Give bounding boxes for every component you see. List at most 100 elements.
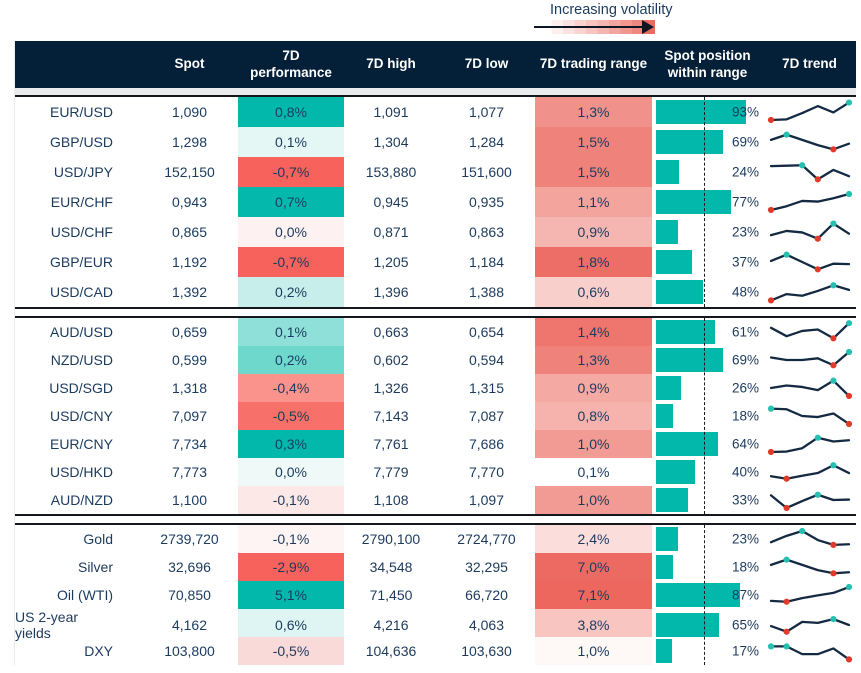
high-value: 7,143 <box>373 408 409 424</box>
performance-cell: -0,4% <box>238 374 344 402</box>
range-cell: 1,0% <box>535 486 652 514</box>
table-row[interactable]: USD/CAD 1,392 0,2% 1,396 1,388 0,6% 48% <box>15 277 856 307</box>
asset-label: AUD/USD <box>49 324 113 340</box>
asset-label: EUR/USD <box>49 104 113 120</box>
trend-high-dot <box>845 583 853 591</box>
trend-cell <box>763 458 856 486</box>
trend-cell <box>763 127 856 157</box>
trend-low-dot <box>845 420 853 428</box>
position-cell: 64% <box>652 430 763 458</box>
low-value: 1,184 <box>468 254 505 270</box>
table-row[interactable]: EUR/CHF 0,943 0,7% 0,945 0,935 1,1% 77% <box>15 187 856 217</box>
table-section-2: Gold 2739,720 -0,1% 2790,100 2724,770 2,… <box>15 525 856 665</box>
low-value: 66,720 <box>465 587 508 603</box>
position-bar <box>656 432 719 456</box>
trend-high-dot <box>830 377 837 384</box>
high-value: 153,880 <box>365 164 417 180</box>
table-row[interactable]: Oil (WTI) 70,850 5,1% 71,450 66,720 7,1%… <box>15 581 856 609</box>
position-cell: 65% <box>652 609 763 641</box>
range-cell: 1,8% <box>535 247 652 277</box>
position-label: 18% <box>731 559 759 575</box>
position-label: 33% <box>731 492 759 508</box>
range-cell: 1,0% <box>535 430 652 458</box>
trend-cell <box>763 637 856 665</box>
table-row[interactable]: AUD/USD 0,659 0,1% 0,663 0,654 1,4% 61% <box>15 318 856 346</box>
trend-cell <box>763 525 856 553</box>
spot-value: 0,943 <box>171 194 208 210</box>
arrow-right-icon <box>642 20 654 34</box>
header-asset <box>15 41 141 88</box>
header-7d-low[interactable]: 7D low <box>464 56 509 72</box>
asset-label: NZD/USD <box>50 352 113 368</box>
position-cell: 23% <box>652 525 763 553</box>
trend-sparkline <box>769 616 851 635</box>
header-7d-performance[interactable]: 7D performance <box>250 47 332 80</box>
section-separator <box>15 309 856 316</box>
low-value: 7,770 <box>468 464 505 480</box>
high-value: 1,091 <box>373 104 409 120</box>
table-section-1: AUD/USD 0,659 0,1% 0,663 0,654 1,4% 61% … <box>15 318 856 514</box>
position-label: 87% <box>731 587 759 603</box>
asset-label: AUD/NZD <box>50 492 113 508</box>
position-bar <box>656 376 682 400</box>
trend-high-dot <box>783 131 790 138</box>
table-row[interactable]: EUR/USD 1,090 0,8% 1,091 1,077 1,3% 93% <box>15 97 856 127</box>
header-rule <box>15 95 856 97</box>
table-row[interactable]: NZD/USD 0,599 0,2% 0,602 0,594 1,3% 69% <box>15 346 856 374</box>
header-7d-trend[interactable]: 7D trend <box>782 56 837 72</box>
trend-high-dot <box>783 556 790 563</box>
trend-high-dot <box>767 405 775 412</box>
high-value: 71,450 <box>369 587 413 603</box>
performance-cell: -0,7% <box>238 247 344 277</box>
trend-sparkline <box>767 190 853 214</box>
trend-low-dot <box>814 235 821 242</box>
range-cell: 1,3% <box>535 97 652 127</box>
header-7d-high[interactable]: 7D high <box>366 56 416 72</box>
table-row[interactable]: DXY 103,800 -0,5% 104,636 103,630 1,0% 1… <box>15 637 856 665</box>
header-7d-trading-range[interactable]: 7D trading range <box>539 56 648 72</box>
asset-label: USD/SGD <box>49 380 113 396</box>
trend-sparkline <box>769 377 853 400</box>
performance-cell: -2,9% <box>238 553 344 581</box>
table-row[interactable]: EUR/CNY 7,734 0,3% 7,761 7,686 1,0% 64% <box>15 430 856 458</box>
trend-high-dot <box>814 434 821 441</box>
trend-sparkline <box>769 462 851 482</box>
high-value: 0,871 <box>373 224 409 240</box>
table-row[interactable]: USD/HKD 7,773 0,0% 7,779 7,770 0,1% 40% <box>15 458 856 486</box>
table-row[interactable]: USD/JPY 152,150 -0,7% 153,880 151,600 1,… <box>15 157 856 187</box>
range-cell: 0,1% <box>535 458 652 486</box>
spot-value: 32,696 <box>168 559 211 575</box>
table-row[interactable]: Silver 32,696 -2,9% 34,548 32,295 7,0% 1… <box>15 553 856 581</box>
position-bar <box>656 488 688 512</box>
asset-label: Silver <box>77 559 113 575</box>
performance-cell: -0,1% <box>238 525 344 553</box>
position-label: 61% <box>731 324 759 340</box>
table-body: EUR/USD 1,090 0,8% 1,091 1,077 1,3% 93% … <box>15 97 856 665</box>
trend-cell <box>763 581 856 609</box>
table-row[interactable]: GBP/EUR 1,192 -0,7% 1,205 1,184 1,8% 37% <box>15 247 856 277</box>
table-row[interactable]: USD/CNY 7,097 -0,5% 7,143 7,087 0,8% 18% <box>15 402 856 430</box>
position-label: 24% <box>731 164 759 180</box>
position-bar <box>656 460 695 484</box>
performance-cell: 0,0% <box>238 458 344 486</box>
header-spot-position[interactable]: Spot position within range <box>664 47 751 80</box>
trend-high-dot <box>783 251 790 258</box>
table-section-0: EUR/USD 1,090 0,8% 1,091 1,077 1,3% 93% … <box>15 97 856 307</box>
position-label: 69% <box>731 134 759 150</box>
high-value: 1,108 <box>373 492 409 508</box>
table-row[interactable]: US 2-year yields 4,162 0,6% 4,216 4,063 … <box>15 609 856 641</box>
asset-label: US 2-year yields <box>15 609 79 641</box>
high-value: 34,548 <box>369 559 413 575</box>
high-value: 1,396 <box>373 284 409 300</box>
performance-cell: 5,1% <box>238 581 344 609</box>
header-spot[interactable]: Spot <box>174 56 205 72</box>
range-cell: 7,1% <box>535 581 652 609</box>
table-row[interactable]: USD/CHF 0,865 0,0% 0,871 0,863 0,9% 23% <box>15 217 856 247</box>
table-row[interactable]: USD/SGD 1,318 -0,4% 1,326 1,315 0,9% 26% <box>15 374 856 402</box>
table-row[interactable]: GBP/USD 1,298 0,1% 1,304 1,284 1,5% 69% <box>15 127 856 157</box>
table-row[interactable]: AUD/NZD 1,100 -0,1% 1,108 1,097 1,0% 33% <box>15 486 856 514</box>
table-row[interactable]: Gold 2739,720 -0,1% 2790,100 2724,770 2,… <box>15 525 856 553</box>
fx-table: Spot 7D performance 7D high 7D low 7D tr… <box>14 41 856 665</box>
position-bar <box>656 130 723 154</box>
trend-high-dot <box>845 99 853 106</box>
